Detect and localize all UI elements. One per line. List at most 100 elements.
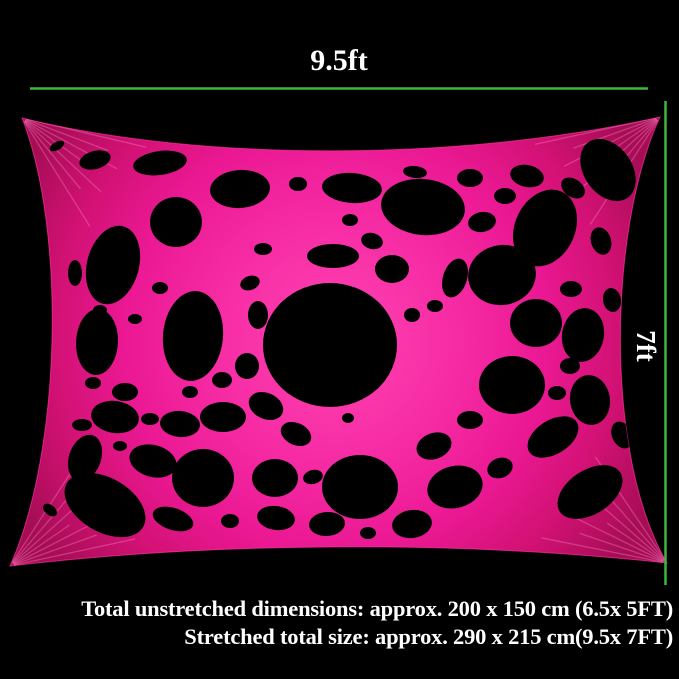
fabric-wrinkle-line bbox=[25, 118, 109, 152]
fabric-hole bbox=[307, 244, 359, 268]
fabric-hole bbox=[200, 402, 246, 432]
fabric-hole bbox=[240, 275, 260, 291]
fabric-hole bbox=[64, 472, 146, 538]
fabric-hole bbox=[235, 353, 259, 379]
fabric-hole bbox=[590, 227, 612, 255]
fabric-hole bbox=[561, 177, 585, 199]
fabric-hole bbox=[468, 244, 536, 306]
fabric-hole bbox=[416, 432, 452, 460]
fabric-hole bbox=[152, 282, 168, 294]
fabric-hole bbox=[510, 164, 544, 188]
fabric-hole bbox=[162, 291, 224, 381]
fabric-hole bbox=[342, 413, 354, 423]
fabric-hole bbox=[557, 465, 623, 519]
fabric-hole bbox=[254, 243, 272, 255]
fabric-wrinkle-line bbox=[579, 532, 664, 563]
fabric-hole bbox=[68, 260, 82, 286]
fabric-hole bbox=[381, 178, 465, 236]
fabric-hole bbox=[252, 459, 298, 497]
fabric-hole bbox=[548, 386, 566, 400]
fabric-hole bbox=[404, 308, 420, 322]
fabric-holes bbox=[43, 138, 636, 539]
fabric-hole bbox=[85, 225, 141, 305]
fabric-hole bbox=[457, 411, 483, 429]
width-dimension-label: 9.5ft bbox=[310, 44, 368, 77]
fabric-wrinkle-line bbox=[569, 514, 664, 562]
fabric-hole bbox=[322, 455, 398, 519]
fabric-hole bbox=[442, 258, 468, 298]
fabric-hole bbox=[248, 301, 268, 329]
fabric-hole bbox=[322, 172, 382, 204]
fabric-hole bbox=[303, 469, 323, 485]
fabric-hole bbox=[360, 527, 376, 539]
fabric-hole bbox=[403, 165, 427, 179]
fabric-hole bbox=[560, 358, 580, 374]
fabric-hole bbox=[75, 309, 119, 375]
caption-line-stretched: Stretched total size: approx. 290 x 215 … bbox=[184, 624, 673, 649]
fabric-hole bbox=[569, 375, 611, 425]
fabric-hole bbox=[512, 189, 578, 267]
fabric-hole bbox=[91, 400, 139, 434]
fabric-hole bbox=[150, 197, 202, 247]
fabric-hole bbox=[560, 281, 582, 297]
fabric-hole bbox=[160, 410, 200, 438]
fabric-hole bbox=[72, 419, 92, 431]
fabric-hole bbox=[479, 356, 545, 414]
fabric-hole bbox=[128, 314, 142, 324]
fabric-hole bbox=[210, 169, 270, 209]
caption: Total unstretched dimensions: approx. 20… bbox=[0, 595, 673, 651]
fabric-wrinkle-line bbox=[606, 522, 665, 562]
fabric-hole bbox=[221, 514, 239, 528]
fabric-wrinkle-line bbox=[534, 117, 657, 146]
fabric-wrinkle-line bbox=[605, 493, 665, 561]
fabric-hole bbox=[67, 434, 103, 482]
fabric-wrinkle-line bbox=[23, 121, 91, 227]
caption-line-unstretched: Total unstretched dimensions: approx. 20… bbox=[81, 596, 673, 621]
fabric-hole bbox=[133, 150, 187, 176]
fabric-hole bbox=[43, 503, 57, 517]
fabric-hole bbox=[602, 288, 622, 312]
fabric-hole bbox=[375, 255, 409, 283]
fabric-hole bbox=[152, 506, 194, 532]
fabric-hole bbox=[79, 150, 111, 170]
fabric-hole bbox=[527, 416, 579, 458]
fabric-wrinkle-line bbox=[25, 118, 147, 148]
fabric-hole bbox=[280, 421, 312, 447]
fabric-hole bbox=[487, 457, 513, 479]
fabric-wrinkle-line bbox=[24, 120, 82, 190]
fabric-hole bbox=[580, 138, 636, 202]
fabric-hole bbox=[112, 383, 138, 401]
fabric-hole bbox=[427, 300, 443, 312]
fabric-hole bbox=[85, 377, 101, 389]
fabric-hole bbox=[263, 283, 397, 407]
fabric-hole bbox=[561, 308, 605, 362]
fabric-hole bbox=[49, 140, 65, 152]
fabric-hole bbox=[309, 511, 345, 537]
fabric-hole bbox=[248, 391, 284, 421]
fabric-hole bbox=[342, 214, 358, 226]
fabric-hole bbox=[427, 465, 483, 509]
fabric-wrinkle-line bbox=[12, 495, 71, 564]
fabric-hole bbox=[212, 372, 232, 388]
fabric-hole bbox=[457, 169, 483, 187]
fabric-wrinkle-line bbox=[12, 524, 70, 565]
fabric-wrinkle-line bbox=[13, 534, 97, 566]
fabric-hole bbox=[113, 441, 127, 451]
fabric-wrinkle-line bbox=[24, 120, 102, 193]
fabric-hole bbox=[257, 505, 295, 531]
fabric-hole bbox=[289, 177, 307, 191]
fabric-hole bbox=[172, 449, 234, 507]
fabric-hole bbox=[129, 444, 177, 478]
fabric-hole bbox=[468, 211, 496, 233]
fabric-hole bbox=[392, 509, 432, 539]
fabric-wrinkle-line bbox=[541, 537, 664, 563]
height-dimension-label: 7ft bbox=[631, 330, 661, 362]
fabric-hole bbox=[510, 299, 562, 347]
fabric-hole bbox=[361, 232, 383, 250]
fabric-hole bbox=[141, 413, 159, 425]
fabric-wrinkle-line bbox=[24, 119, 81, 161]
fabric-hole bbox=[494, 188, 516, 204]
fabric-wrinkle-line bbox=[13, 538, 136, 566]
